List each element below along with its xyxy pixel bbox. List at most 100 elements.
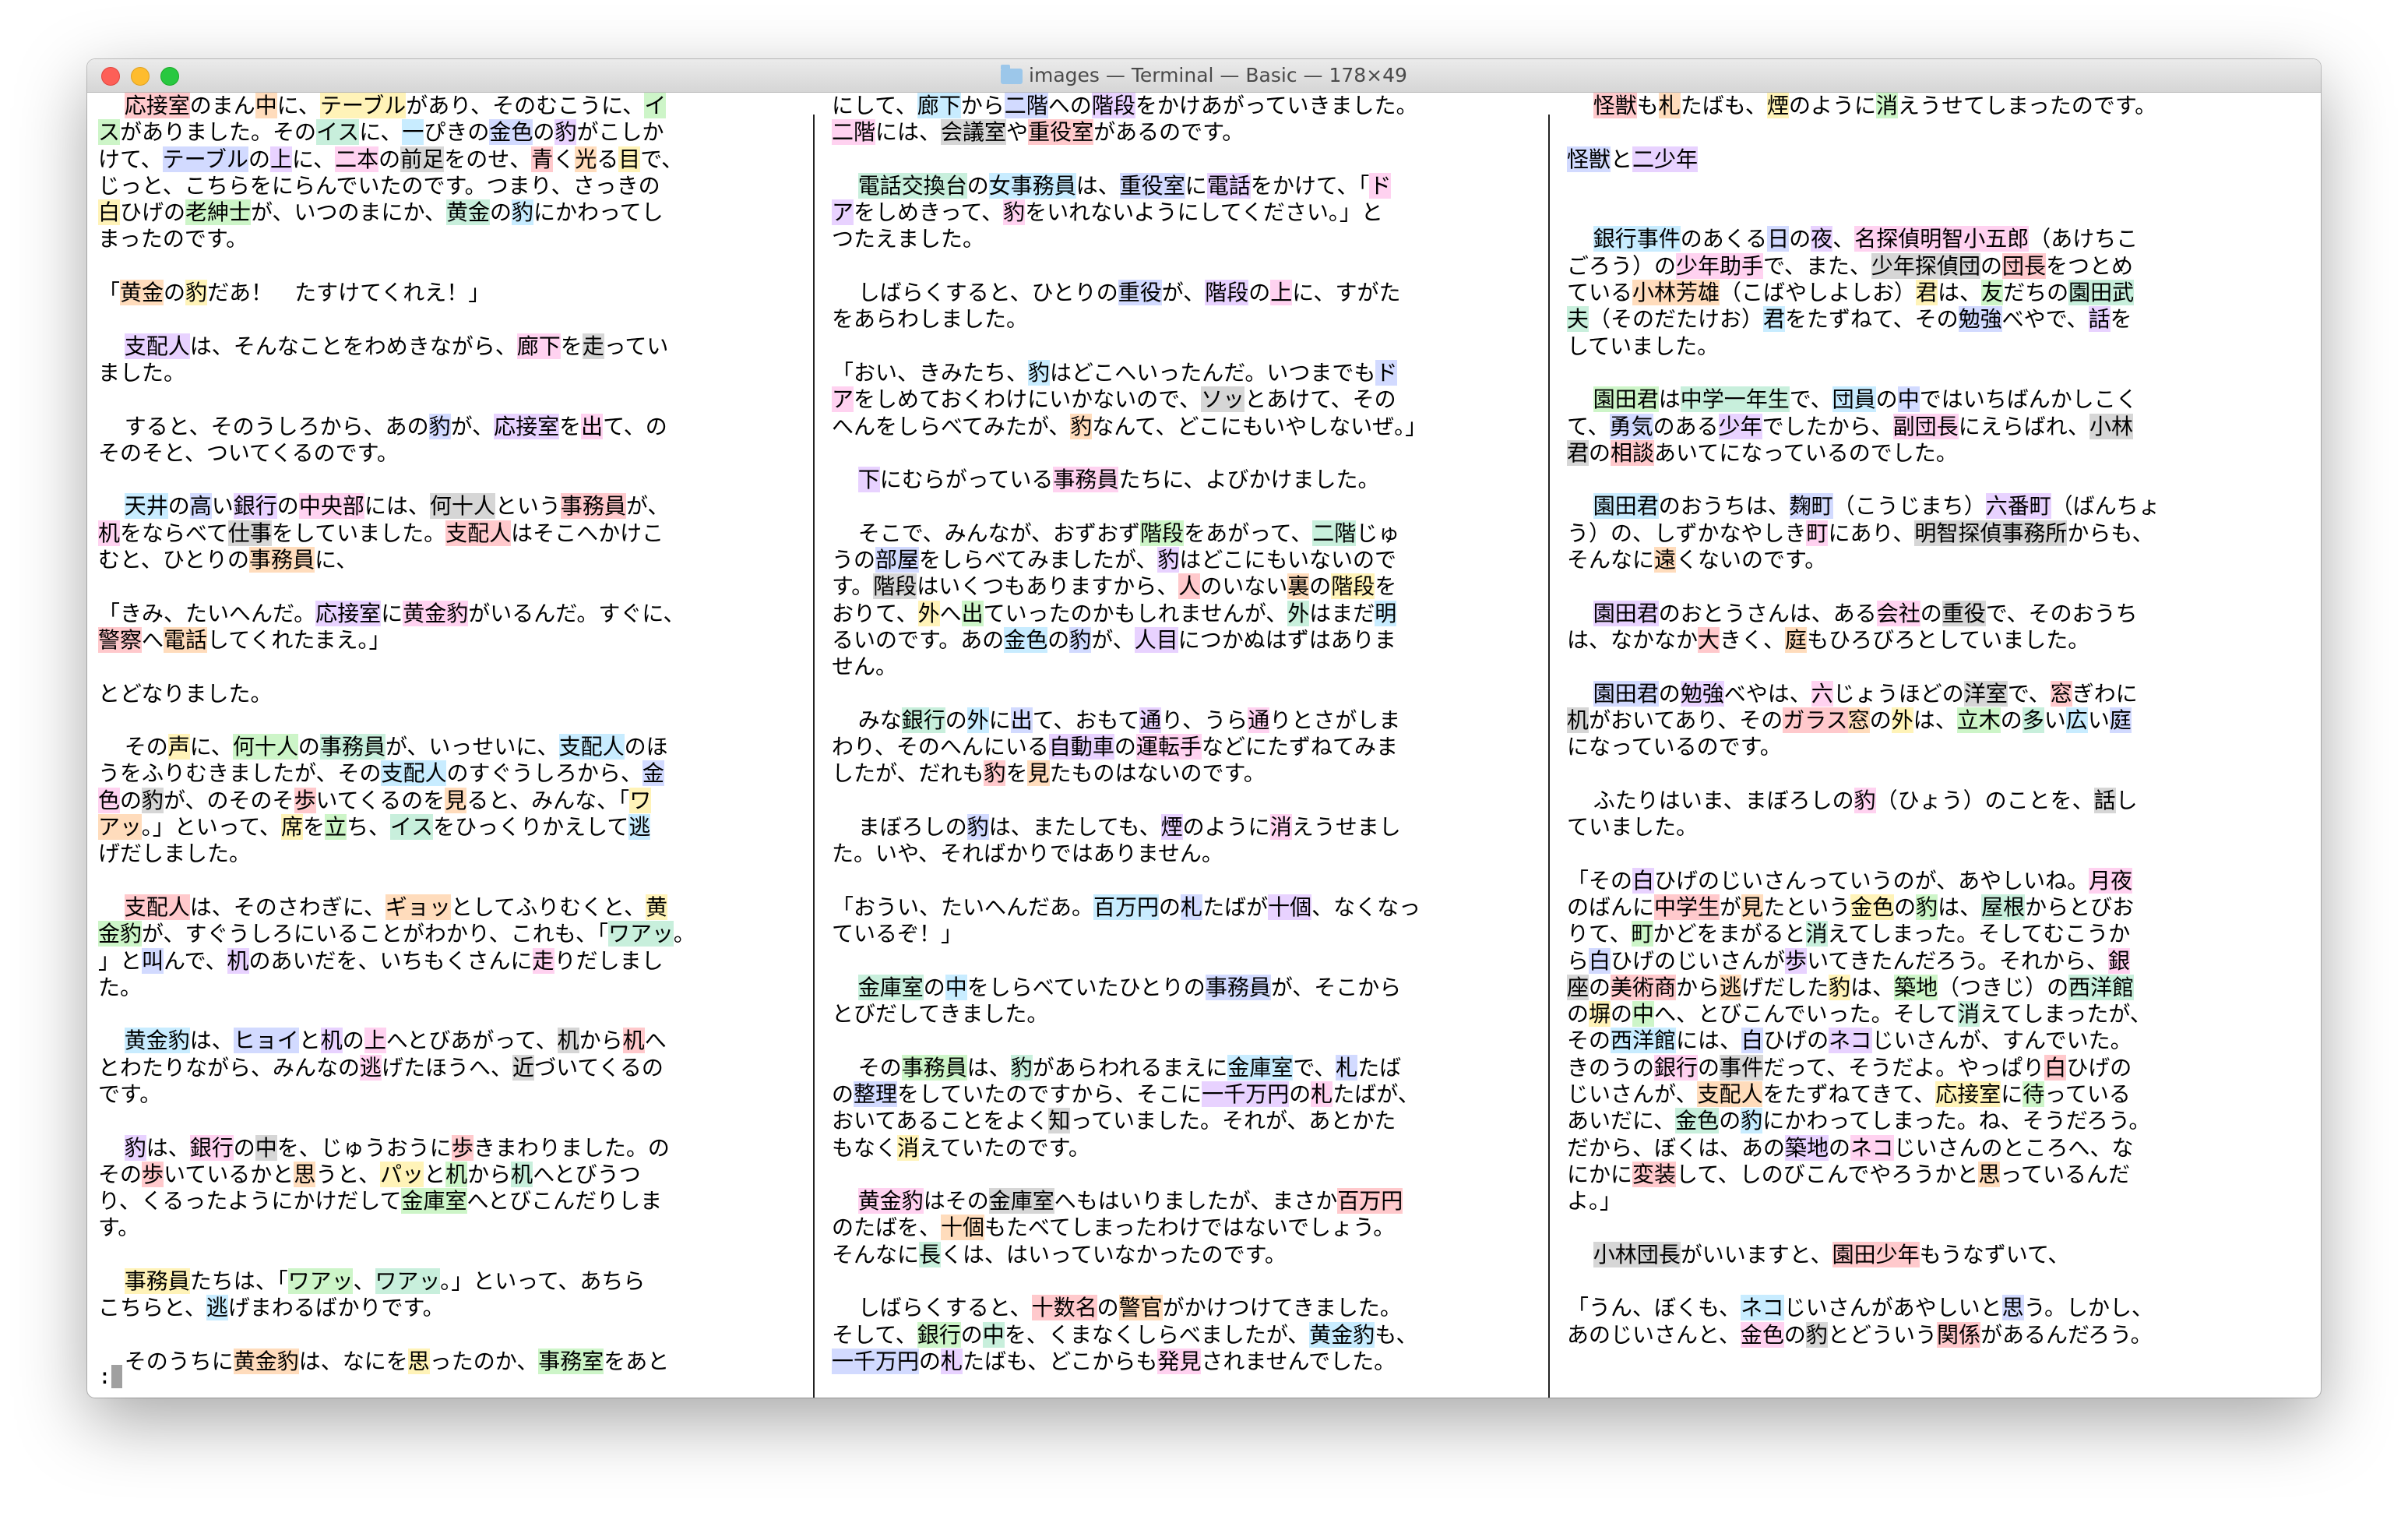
text-column-3: 怪獣も札たばも、煙のように消えうせてしまったのです。 怪獣と二少年 銀行事件のあ…	[1567, 93, 2307, 1398]
highlighted-word: 大	[1698, 626, 1720, 653]
text-line	[832, 333, 1556, 360]
highlighted-word: 一千万円	[832, 1348, 920, 1374]
highlighted-word: 階段	[1091, 93, 1135, 118]
highlighted-word: 友	[1981, 280, 2004, 306]
highlighted-word: 机	[622, 1028, 645, 1054]
highlighted-word: 重役室	[1028, 119, 1094, 146]
highlighted-word: 怪獣	[1567, 146, 1611, 172]
highlighted-word: 中	[1632, 1001, 1655, 1028]
highlighted-word: 机	[320, 1028, 343, 1054]
text-line: むと、ひとりの事務員に、	[98, 547, 358, 573]
highlighted-word: 人目	[1134, 626, 1178, 653]
highlighted-word: 銀行	[189, 1134, 234, 1161]
highlighted-word: 黄金豹	[1309, 1321, 1375, 1348]
highlighted-word: 応接室	[124, 93, 190, 118]
highlighted-word: 白	[98, 199, 121, 226]
pager-prompt[interactable]: :	[98, 1363, 122, 1390]
zoom-button[interactable]	[160, 67, 179, 86]
text-cursor	[111, 1365, 122, 1388]
highlighted-word: 階段	[1140, 520, 1185, 546]
highlighted-word: 美術商	[1611, 974, 1677, 1000]
text-line: の整理をしていたのですから、そこに一千万円の札たばが、	[832, 1081, 1420, 1107]
highlighted-word: 声	[167, 734, 190, 760]
highlighted-word: 中学一年生	[1680, 386, 1790, 413]
text-line: 天井の高い銀行の中央部には、何十人という事務員が、	[124, 493, 670, 520]
text-line: きのうの銀行の事件だって、そうだよ。やっぱり白ひげの	[1567, 1054, 2132, 1081]
text-line: ふたりはいま、まぼろしの豹（ひょう）のことを、話し	[1567, 787, 2138, 813]
highlighted-word: 月夜	[2089, 867, 2133, 894]
highlighted-word: 札	[1311, 1081, 1333, 1107]
highlighted-word: 廊下	[516, 333, 561, 359]
highlighted-word: 窓	[2050, 680, 2072, 707]
text-line: 怪獣も札たばも、煙のように消えうせてしまったのです。	[1593, 93, 2157, 118]
highlighted-word: 天井	[124, 493, 168, 520]
close-button[interactable]	[101, 67, 120, 86]
text-line: アをしめきって、豹をいれないようにしてください。」と	[832, 199, 1383, 226]
highlighted-word: 豹	[124, 1134, 146, 1161]
highlighted-word: 少年	[1718, 413, 1762, 439]
highlighted-word: テーブル	[162, 146, 248, 172]
text-line: 怪獣と二少年	[1567, 146, 1699, 172]
column-divider	[1548, 115, 1550, 1398]
title-bar[interactable]: images — Terminal — Basic — 178×49	[87, 59, 2321, 93]
highlighted-word: 銀行	[917, 1321, 961, 1348]
highlighted-word: 二階	[1004, 93, 1048, 118]
highlighted-word: 園田武	[2068, 280, 2135, 306]
highlighted-word: 消	[1805, 921, 1828, 947]
highlighted-word: 知	[1048, 1108, 1071, 1134]
prompt-text: :	[98, 1363, 111, 1389]
text-line: 豹は、銀行の中を、じゅうおうに歩きまわりました。の	[124, 1134, 670, 1161]
highlighted-word: 話	[2093, 787, 2116, 813]
highlighted-word: 席	[280, 814, 303, 841]
text-line	[98, 306, 822, 333]
highlighted-word: 上	[269, 146, 292, 172]
highlighted-word: 豹	[1829, 974, 1851, 1000]
terminal-content[interactable]: 応接室のまん中に、テーブルがあり、そのむこうに、イ スがありました。そのイスに、一…	[87, 93, 2321, 1398]
highlighted-word: 札	[941, 1348, 963, 1374]
highlighted-word: ネコ	[1829, 1028, 1872, 1054]
text-line	[832, 1028, 1556, 1054]
window-title: images — Terminal — Basic — 178×49	[1029, 64, 1407, 86]
text-line: ていました。	[1567, 814, 1699, 841]
highlighted-word: 仕事	[227, 520, 272, 546]
highlighted-word: 六	[1811, 680, 1833, 707]
text-line: 「その白ひげのじいさんっていうのが、あやしいね。月夜	[1567, 867, 2133, 894]
text-line	[1567, 654, 2307, 680]
text-line: て、勇気のある少年でしたから、副団長にえらばれ、小林	[1567, 413, 2133, 439]
text-line	[98, 1242, 822, 1268]
text-line: 座の美術商から逃げだした豹は、築地（つきじ）の西洋館	[1567, 974, 2135, 1000]
highlighted-word: 園田君	[1593, 600, 1659, 626]
text-line: 警察へ電話してくれたまえ。」	[98, 626, 391, 653]
highlighted-word: 園田少年	[1832, 1241, 1920, 1267]
highlighted-word: ワアッ	[607, 921, 674, 947]
minimize-button[interactable]	[131, 67, 150, 86]
highlighted-word: 君	[1567, 439, 1589, 466]
folder-icon	[1001, 65, 1023, 84]
text-column-2: にして、廊下から二階への階段をかけあがっていきました。 二階には、会議室や重役室が…	[832, 93, 1556, 1398]
highlighted-word: 園田君	[1593, 386, 1659, 413]
highlighted-word: 一千万円	[1202, 1081, 1290, 1107]
text-line: 「おい、きみたち、豹はどこへいったんだ。いつまでもド	[832, 359, 1398, 386]
highlighted-word: 小林	[2089, 413, 2133, 439]
highlighted-word: 白	[1589, 947, 1611, 974]
highlighted-word: 警官	[1118, 1295, 1163, 1321]
highlighted-word: 十個	[941, 1215, 985, 1241]
highlighted-word: 黄金豹	[403, 600, 469, 626]
highlighted-word: 明	[1375, 600, 1397, 626]
text-line	[1567, 573, 2307, 600]
highlighted-word: 出	[581, 413, 604, 439]
highlighted-word: ネコ	[1741, 1295, 1784, 1321]
terminal-window: images — Terminal — Basic — 178×49 応接室のま…	[87, 59, 2321, 1398]
highlighted-word: 目	[618, 146, 641, 172]
highlighted-word: パッ	[380, 1161, 424, 1187]
highlighted-word: 金色	[1004, 626, 1048, 653]
highlighted-word: 明智探偵事務所	[1914, 520, 2068, 546]
highlighted-word: 会社	[1876, 600, 1920, 626]
highlighted-word: 見	[1741, 894, 1764, 920]
highlighted-word: 西洋館	[1611, 1028, 1677, 1054]
text-line	[98, 1322, 822, 1349]
text-line: じいさんが、支配人をたずねてきて、応接室に待っている	[1567, 1081, 2131, 1107]
window-title-area: images — Terminal — Basic — 178×49	[87, 59, 2321, 92]
highlighted-word: 立	[324, 814, 347, 841]
text-line: もなく消えていたのです。	[832, 1134, 1090, 1161]
